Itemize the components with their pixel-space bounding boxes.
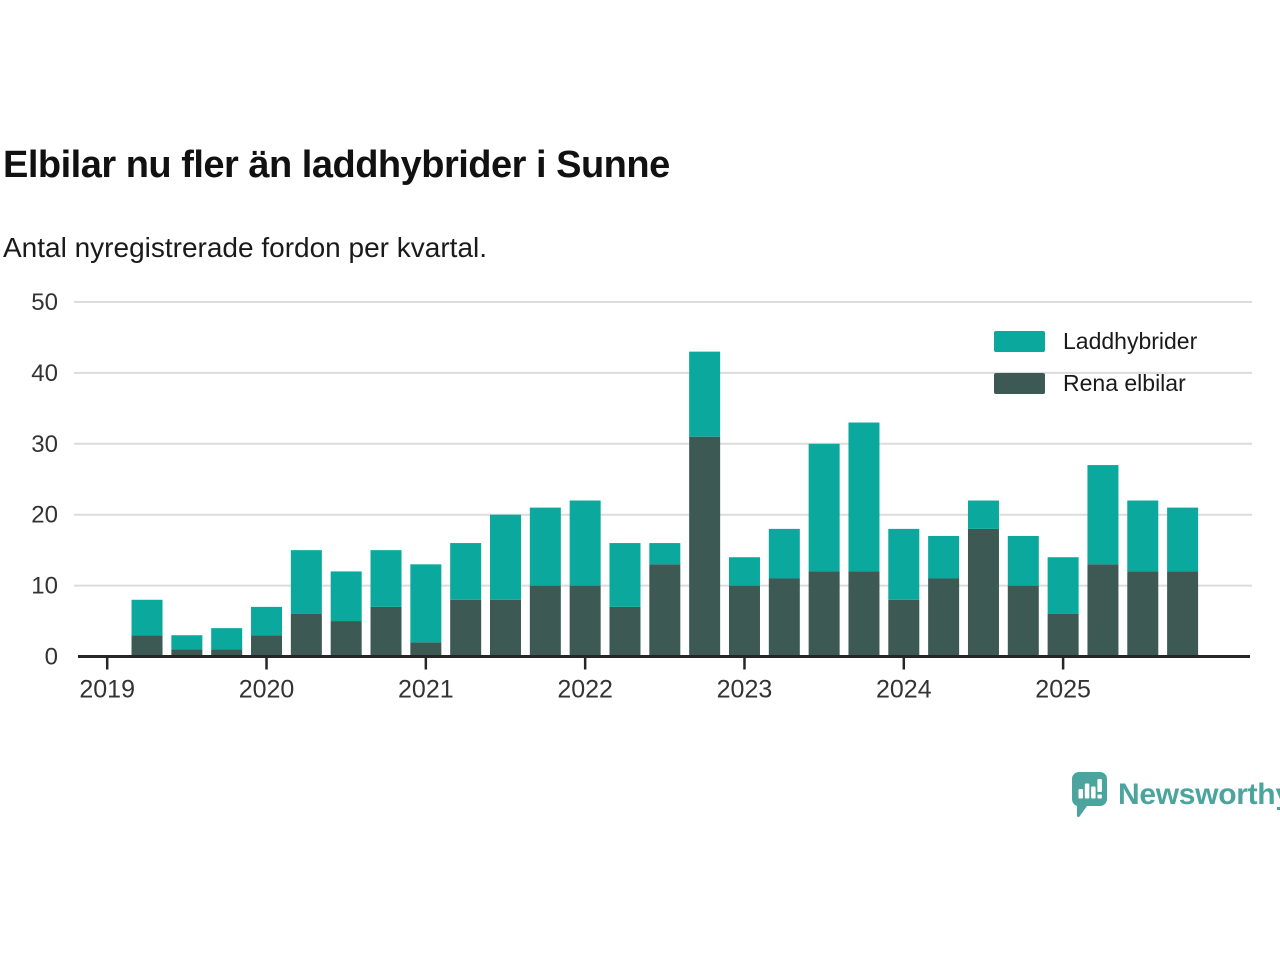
legend-item-rena-elbilar: Rena elbilar [994,370,1197,397]
y-tick-label: 40 [31,360,58,387]
bar-segment-laddhybrider [251,606,283,636]
legend-swatch-rena-elbilar [994,373,1045,394]
bar-segment-laddhybrider [569,500,601,586]
x-tick-label: 2023 [717,676,773,704]
bar-segment-rena-elbilar [450,599,482,657]
bar-segment-rena-elbilar [1087,564,1119,657]
bar-segment-laddhybrider [808,443,840,572]
bar-segment-rena-elbilar [290,613,322,657]
logo-exclamation-dot [1097,794,1102,799]
bar-segment-rena-elbilar [370,606,402,657]
bar-segment-rena-elbilar [410,642,442,657]
bar-segment-rena-elbilar [768,578,800,657]
bar-segment-laddhybrider [1047,557,1079,614]
bar-segment-laddhybrider [211,628,243,650]
bar-segment-laddhybrider [967,500,999,529]
bar-segment-laddhybrider [888,528,920,600]
y-tick-label: 30 [31,431,58,458]
bar-segment-rena-elbilar [1127,571,1159,657]
y-tick-label: 0 [45,644,58,671]
bar-segment-rena-elbilar [211,649,243,657]
bar-segment-rena-elbilar [888,599,920,657]
bar-segment-rena-elbilar [529,585,561,657]
bar-segment-rena-elbilar [967,528,999,657]
bar-segment-laddhybrider [1007,535,1039,586]
x-tick-label: 2019 [79,676,135,704]
bar-segment-laddhybrider [131,599,163,636]
bar-segment-laddhybrider [728,557,760,586]
chart-title: Elbilar nu fler än laddhybrider i Sunne [3,144,670,186]
bar-segment-laddhybrider [1167,507,1199,572]
bar-segment-rena-elbilar [251,635,283,657]
bar-segment-laddhybrider [410,564,442,643]
x-tick-label: 2024 [876,676,932,704]
y-tick-label: 50 [31,289,58,316]
bar-segment-rena-elbilar [609,606,641,657]
legend-label: Laddhybrider [1063,328,1198,354]
bar-segment-rena-elbilar [848,571,880,657]
bar-segment-laddhybrider [609,543,641,607]
bar-segment-laddhybrider [689,351,721,437]
bar-segment-rena-elbilar [1167,571,1199,657]
bar-segment-laddhybrider [330,571,362,622]
bar-segment-laddhybrider [1087,465,1119,565]
stacked-bar-chart: 0 10 20 30 40 50 2019 2020 2021 2022 2023 2024 2025 [31,289,1252,704]
bar-segment-rena-elbilar [330,621,362,657]
chart-legend: Laddhybrider Rena elbilar [994,328,1197,397]
chart-subtitle: Antal nyregistrerade fordon per kvartal. [3,232,488,263]
legend-swatch-laddhybrider [994,331,1045,352]
legend-item-laddhybrider: Laddhybrider [994,328,1197,355]
x-tick-label: 2022 [557,676,613,704]
bar-segment-rena-elbilar [171,649,203,657]
bar-segment-laddhybrider [1127,500,1159,572]
logo-exclamation-bar [1097,779,1102,792]
bar-segment-rena-elbilar [490,599,521,657]
bar-segment-rena-elbilar [1007,585,1039,657]
y-tick-label: 20 [31,502,58,529]
legend-label: Rena elbilar [1063,370,1186,396]
bar-segment-laddhybrider [290,550,322,614]
x-tick-label: 2021 [398,676,454,704]
bar-segment-rena-elbilar [928,578,960,657]
logo-bar-3 [1091,786,1096,799]
x-tick-label: 2025 [1035,676,1091,704]
bar-segment-rena-elbilar [808,571,840,657]
bar-segment-laddhybrider [171,635,203,650]
bar-segment-laddhybrider [928,535,960,579]
bar-segment-laddhybrider [529,507,561,586]
bar-segment-laddhybrider [848,422,880,572]
bar-segment-rena-elbilar [649,564,681,657]
y-tick-label: 10 [31,573,58,600]
logo-bar-2 [1084,783,1090,799]
bar-segment-laddhybrider [490,514,521,600]
bar-segment-laddhybrider [370,550,402,607]
brand-name: Newsworthy [1118,778,1280,811]
newsworthy-branding: Newsworthy [1071,772,1280,818]
bar-segment-laddhybrider [768,528,800,579]
logo-bar-1 [1078,789,1083,799]
bar-segment-laddhybrider [649,543,681,565]
x-tick-label: 2020 [239,676,295,704]
bar-segment-rena-elbilar [1047,613,1079,657]
bar-segment-rena-elbilar [728,585,760,657]
bar-segment-laddhybrider [450,543,482,600]
bar-segment-rena-elbilar [569,585,601,657]
newsworthy-logo-icon [1072,772,1107,818]
bar-segment-rena-elbilar [131,635,163,657]
bar-segment-rena-elbilar [689,436,721,657]
